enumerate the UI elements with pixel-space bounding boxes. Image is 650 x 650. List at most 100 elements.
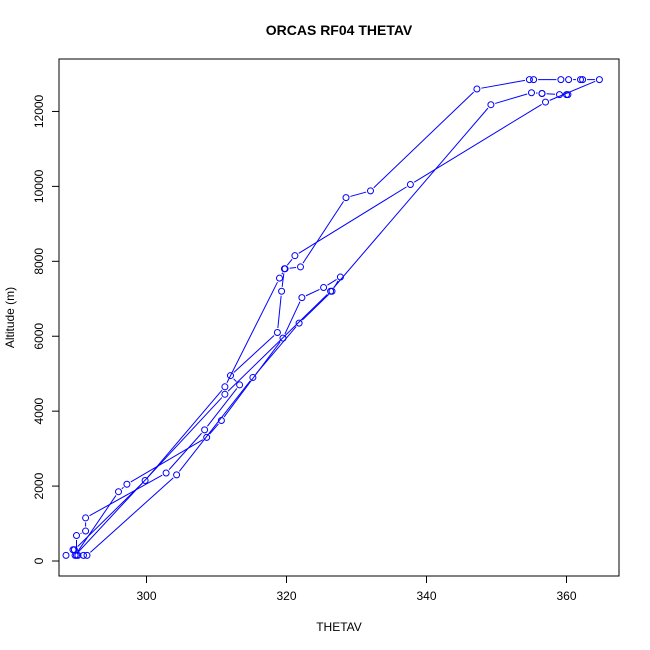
series-line-segment	[227, 294, 328, 392]
y-tick-label: 10000	[32, 169, 46, 203]
series-line-segment	[413, 104, 542, 183]
series-line-segment	[281, 273, 285, 287]
data-point	[276, 274, 283, 282]
y-tick-label: 4000	[32, 397, 46, 424]
data-point	[71, 551, 79, 559]
data-point	[83, 551, 91, 559]
x-axis-label: THETAV	[316, 620, 362, 634]
series-line-segment	[481, 79, 526, 89]
series-line-segment	[298, 186, 407, 254]
series-line-segment	[327, 278, 337, 286]
data-point	[62, 551, 70, 559]
data-point	[281, 265, 289, 273]
series-line-segment	[546, 93, 556, 95]
series-line-segment	[284, 301, 301, 335]
series-line-segment	[90, 477, 174, 553]
series-lines	[76, 79, 596, 553]
series-line-segment	[223, 341, 281, 418]
plot-frame	[58, 58, 620, 577]
series-line-segment	[121, 486, 124, 490]
series-line-segment	[549, 80, 596, 101]
data-point	[577, 76, 584, 84]
data-point	[595, 76, 603, 84]
data-point	[487, 101, 495, 109]
series-line-segment	[350, 191, 367, 197]
data-point	[557, 76, 565, 84]
series-line-segment	[301, 294, 330, 321]
data-point	[249, 373, 257, 381]
data-point	[342, 194, 350, 202]
series-line-segment	[289, 266, 297, 269]
y-tick-label: 12000	[32, 94, 46, 128]
data-point	[141, 476, 149, 484]
data-point	[298, 294, 306, 302]
series-line-segment	[206, 388, 238, 427]
data-point	[82, 527, 90, 535]
data-point	[273, 328, 281, 336]
data-point	[279, 334, 287, 342]
data-point	[564, 91, 572, 99]
data-point	[203, 433, 211, 441]
data-point	[80, 551, 87, 559]
data-point	[278, 287, 286, 295]
series-line-segment	[77, 495, 117, 552]
series-line-segment	[333, 107, 489, 289]
data-point	[221, 383, 229, 391]
data-point	[565, 76, 573, 84]
data-point	[173, 471, 181, 479]
series-line-segment	[77, 397, 223, 553]
series-line-segment	[80, 532, 82, 534]
series-line-segment	[130, 439, 204, 483]
data-point	[295, 319, 303, 327]
x-tick-label: 340	[416, 589, 436, 603]
data-point	[123, 480, 131, 488]
data-point	[579, 76, 587, 84]
series-line-segment	[277, 295, 282, 329]
series-line-segment	[302, 201, 344, 264]
data-point	[525, 76, 533, 84]
data-point	[227, 372, 234, 380]
data-point	[320, 284, 328, 292]
series-line-segment	[286, 258, 293, 266]
data-point	[556, 91, 563, 99]
series-line-segment	[495, 93, 528, 104]
y-axis-label: Altitude (m)	[3, 287, 17, 348]
data-point	[201, 426, 209, 434]
data-point	[73, 532, 80, 540]
series-line-segment	[89, 474, 163, 517]
data-point	[236, 381, 244, 389]
data-point	[221, 390, 229, 398]
series-line-segment	[233, 335, 275, 373]
series-line-segment	[373, 91, 474, 189]
series-line-segment	[305, 288, 320, 297]
x-axis: 300 320 340 360	[136, 576, 577, 603]
data-point	[530, 76, 538, 84]
data-point	[406, 181, 414, 189]
data-point	[538, 89, 546, 97]
series-line-segment	[168, 432, 202, 470]
x-tick-label: 360	[556, 589, 576, 603]
series-line-segment	[209, 423, 219, 435]
chart-title: ORCAS RF04 THETAV	[266, 22, 413, 38]
series-line-segment	[226, 281, 278, 384]
y-tick-label: 8000	[32, 248, 46, 275]
series-line-segment	[233, 378, 237, 383]
data-point	[528, 89, 535, 97]
data-point	[327, 287, 335, 295]
series-points	[62, 76, 603, 559]
data-point	[367, 187, 374, 195]
x-tick-label: 320	[276, 589, 296, 603]
data-point	[542, 98, 549, 106]
data-point	[115, 488, 122, 496]
data-point	[473, 85, 481, 93]
data-point	[297, 263, 304, 271]
y-axis: 0 2000 4000 6000 8000 10000 12000	[32, 94, 59, 564]
data-point	[336, 273, 344, 281]
data-point	[162, 469, 170, 477]
series-line-segment	[178, 380, 251, 472]
series-line-segment	[147, 389, 223, 478]
y-tick-label: 6000	[32, 323, 46, 350]
data-point	[82, 514, 90, 522]
data-point	[217, 417, 225, 425]
